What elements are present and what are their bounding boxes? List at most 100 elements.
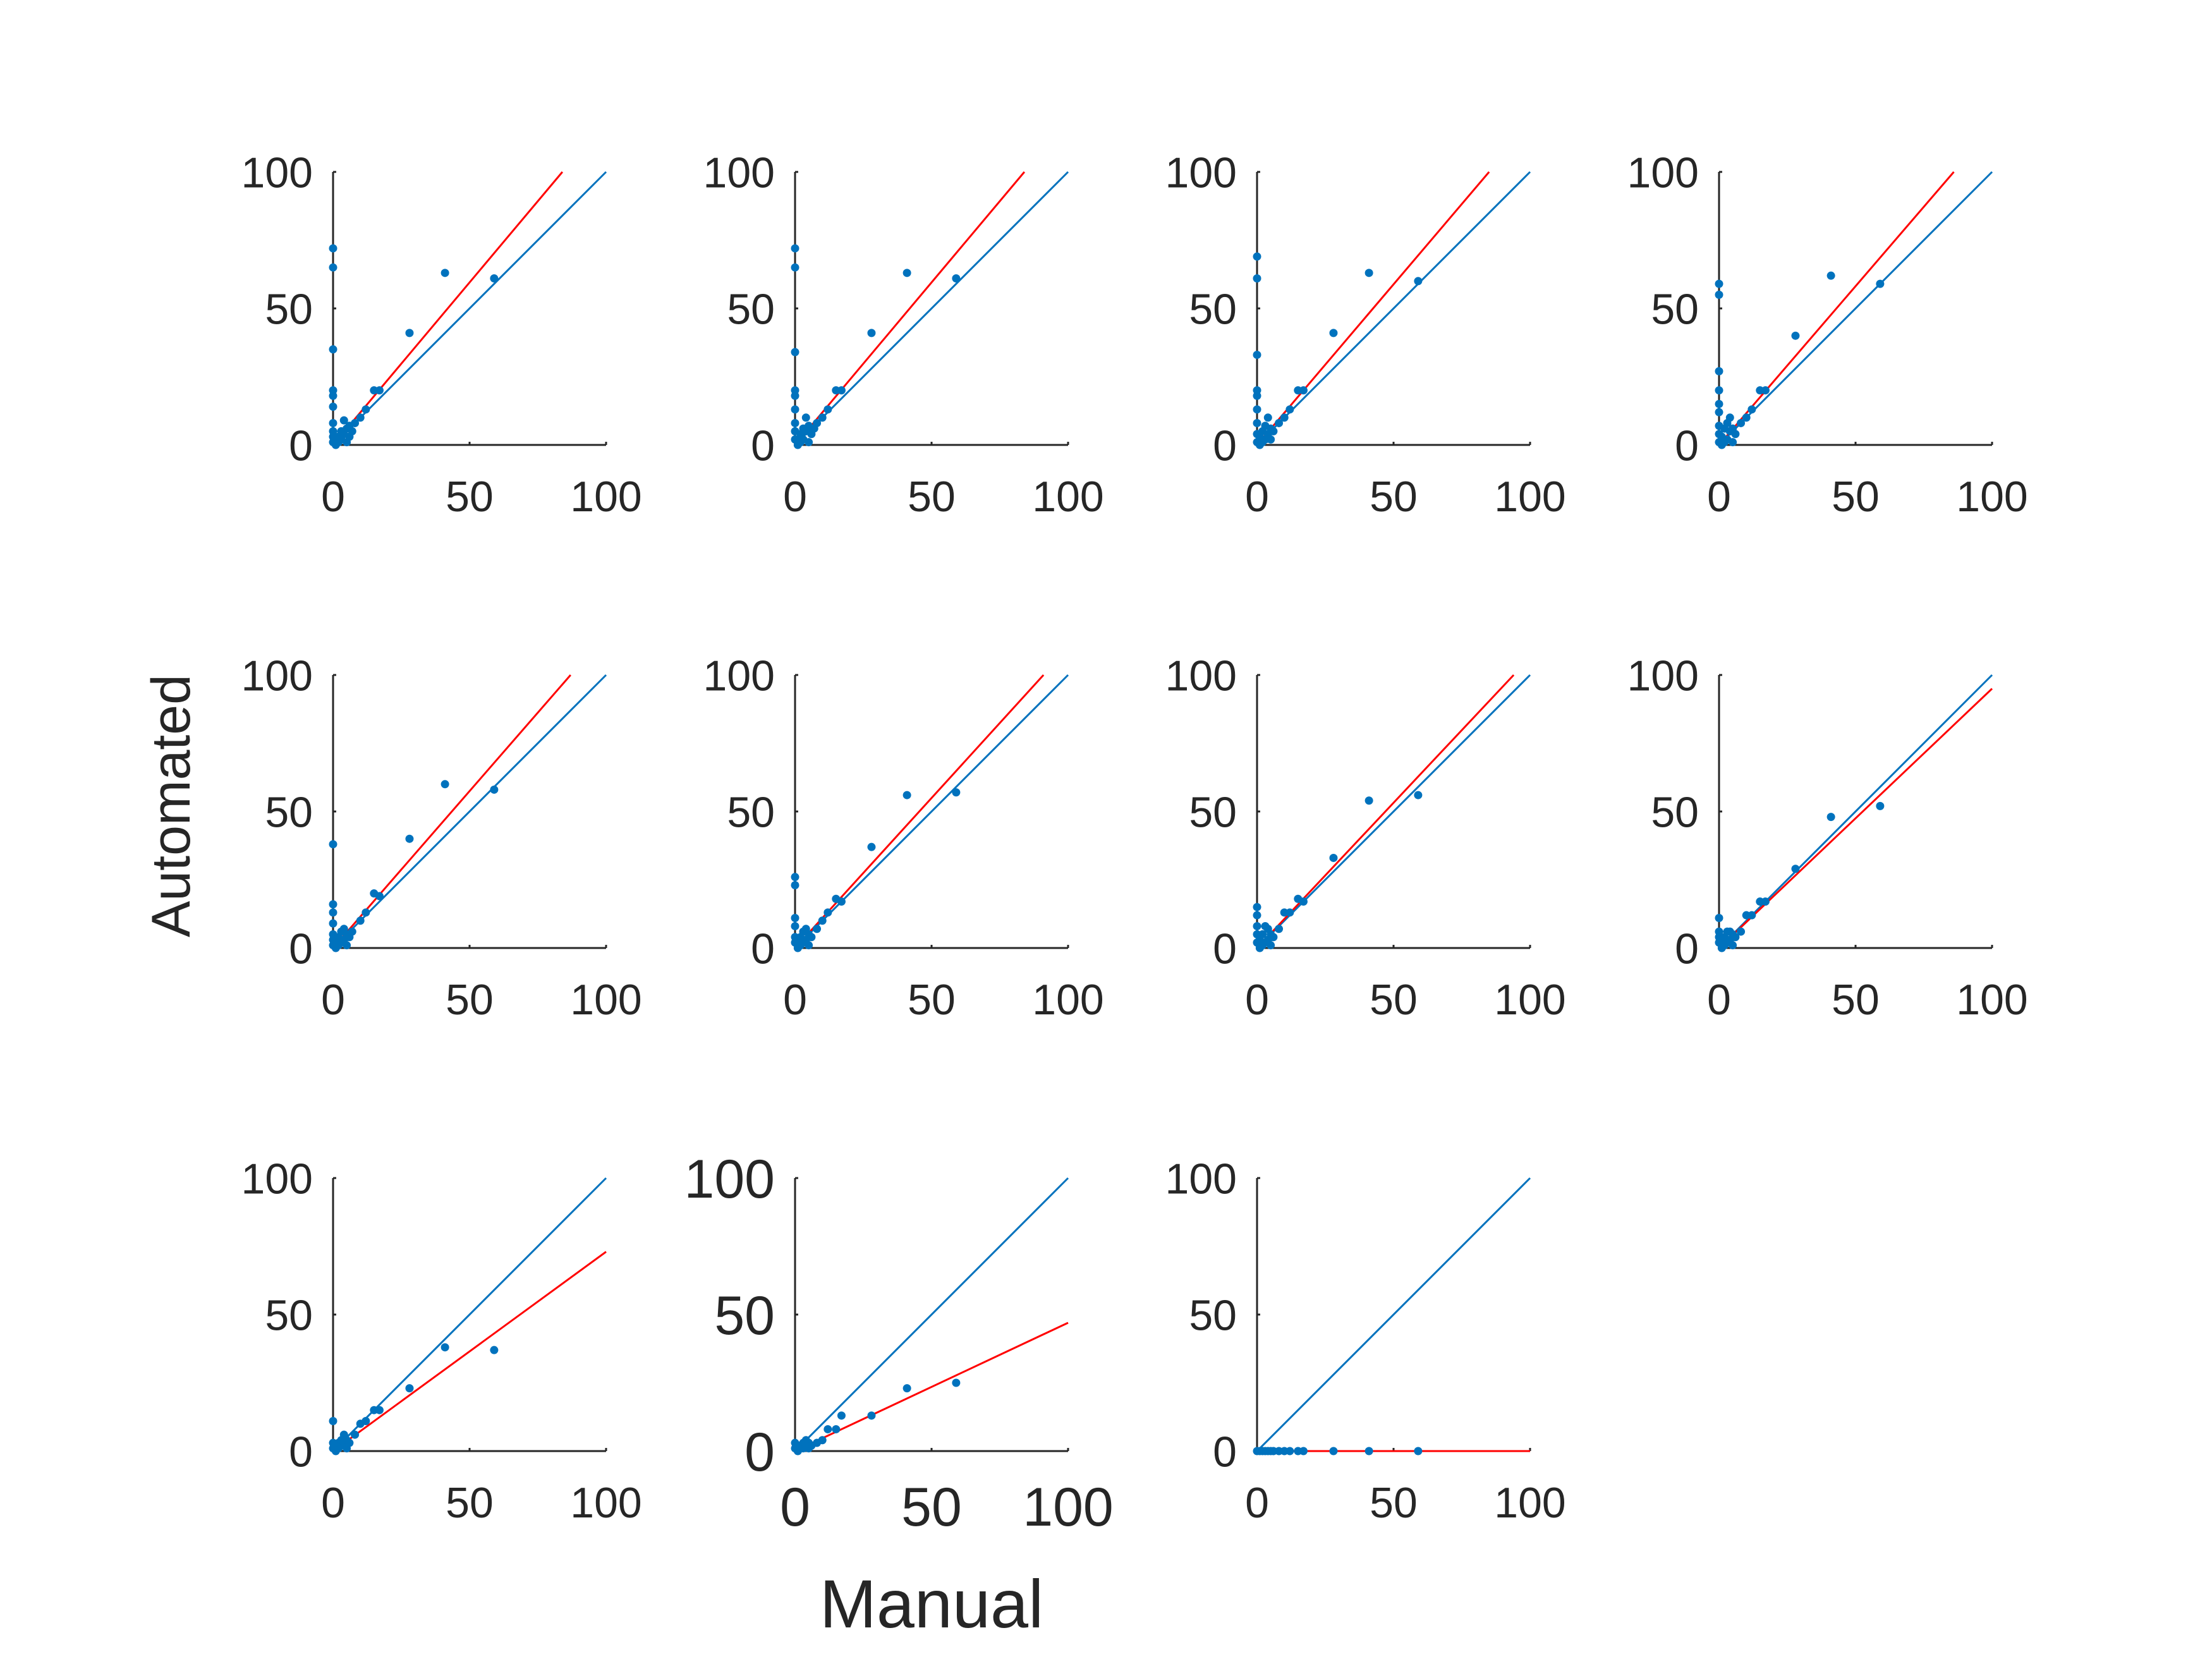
data-point — [1285, 1447, 1294, 1455]
data-point — [1269, 427, 1278, 435]
subplot-1-1: 0 50 100 0 50 100 — [241, 149, 642, 521]
y-tick-label: 50 — [1189, 285, 1237, 333]
identity-line — [332, 674, 607, 949]
data-point — [1747, 405, 1756, 414]
subplot-3-3: 0 50 100 0 50 100 — [1165, 1155, 1566, 1527]
x-tick-label: 50 — [1832, 473, 1880, 521]
data-point — [329, 403, 337, 411]
x-tick-label: 0 — [783, 473, 807, 521]
data-point — [791, 244, 799, 253]
x-tick-label: 0 — [780, 1477, 810, 1538]
y-tick-label: 50 — [1651, 285, 1699, 333]
data-point — [1329, 853, 1338, 862]
data-point — [329, 263, 337, 272]
data-point — [1731, 430, 1740, 439]
x-tick-label: 50 — [446, 1479, 494, 1527]
y-tick-label: 100 — [1165, 652, 1237, 700]
data-point — [1299, 897, 1308, 906]
data-point — [362, 1416, 370, 1425]
data-point — [1791, 331, 1800, 340]
data-point — [1715, 290, 1723, 299]
data-point — [1826, 271, 1835, 280]
data-point — [801, 413, 810, 422]
data-point — [1275, 418, 1284, 427]
data-point — [1285, 908, 1294, 917]
data-point — [1299, 1447, 1308, 1455]
data-point — [1253, 418, 1261, 427]
data-point — [490, 785, 499, 794]
data-point — [823, 1425, 832, 1433]
y-tick-label: 0 — [1675, 422, 1699, 470]
subplot-2-2: 0 50 100 0 50 100 — [703, 652, 1104, 1024]
data-point — [791, 263, 799, 272]
y-tick-label: 100 — [1627, 652, 1699, 700]
data-point — [791, 418, 799, 427]
data-point — [1826, 813, 1835, 822]
x-tick-label: 0 — [1245, 473, 1269, 521]
y-tick-label: 0 — [1213, 422, 1237, 470]
data-point — [1253, 350, 1261, 359]
data-point — [1253, 911, 1261, 920]
y-tick-label: 100 — [703, 652, 775, 700]
data-point — [1715, 367, 1723, 375]
data-point — [375, 892, 384, 901]
y-tick-label: 0 — [1675, 925, 1699, 973]
data-point — [813, 418, 822, 427]
y-tick-label: 50 — [265, 1291, 313, 1339]
data-point — [791, 405, 799, 414]
data-point — [1715, 386, 1723, 395]
data-point — [356, 413, 365, 422]
data-point — [867, 1411, 876, 1420]
data-point — [952, 788, 961, 797]
fit-line — [794, 1322, 1069, 1452]
y-tick-label: 100 — [684, 1149, 775, 1210]
y-tick-label: 0 — [1213, 1428, 1237, 1476]
data-point — [1364, 1447, 1373, 1455]
data-point — [348, 927, 356, 936]
fit-line — [332, 674, 571, 949]
x-tick-label: 0 — [783, 976, 807, 1024]
data-point — [1742, 413, 1751, 422]
data-point — [1258, 930, 1267, 939]
y-axis-label: Automated — [141, 674, 202, 937]
data-point — [1729, 438, 1737, 447]
data-point — [805, 438, 813, 447]
data-point — [441, 1343, 449, 1352]
x-tick-label: 0 — [1245, 1479, 1269, 1527]
x-tick-label: 0 — [321, 976, 345, 1024]
data-point — [791, 391, 799, 400]
data-point — [1299, 386, 1308, 395]
x-tick-label: 0 — [1707, 473, 1731, 521]
data-point — [823, 405, 832, 414]
data-point — [1269, 933, 1278, 942]
x-tick-label: 50 — [1370, 1479, 1418, 1527]
data-point — [837, 1411, 846, 1420]
y-tick-label: 100 — [241, 1155, 313, 1203]
data-point — [490, 274, 499, 283]
x-tick-label: 100 — [1494, 1479, 1565, 1527]
fit-line — [1718, 171, 1955, 446]
x-tick-label: 100 — [1032, 976, 1103, 1024]
data-point — [952, 274, 961, 283]
y-tick-label: 50 — [1189, 1291, 1237, 1339]
data-point — [329, 840, 337, 849]
x-tick-label: 50 — [901, 1477, 962, 1538]
y-tick-label: 100 — [241, 652, 313, 700]
data-point — [1876, 801, 1885, 810]
data-point — [351, 1430, 360, 1439]
identity-line — [332, 1177, 607, 1452]
data-point — [375, 1406, 384, 1414]
identity-line — [794, 1177, 1069, 1452]
data-point — [791, 881, 799, 890]
subplot-grid: 0 50 100 0 50 100 0 50 100 0 50 100 0 50 100 0 50 100 0 50 1… — [241, 149, 2028, 1538]
y-tick-label: 100 — [1627, 149, 1699, 197]
data-point — [1715, 913, 1723, 922]
data-point — [1729, 941, 1737, 950]
data-point — [805, 941, 813, 950]
x-tick-label: 50 — [908, 976, 956, 1024]
y-tick-label: 100 — [1165, 149, 1237, 197]
y-tick-label: 50 — [1651, 788, 1699, 836]
subplot-3-1: 0 50 100 0 50 100 — [241, 1155, 642, 1527]
data-point — [837, 386, 846, 395]
